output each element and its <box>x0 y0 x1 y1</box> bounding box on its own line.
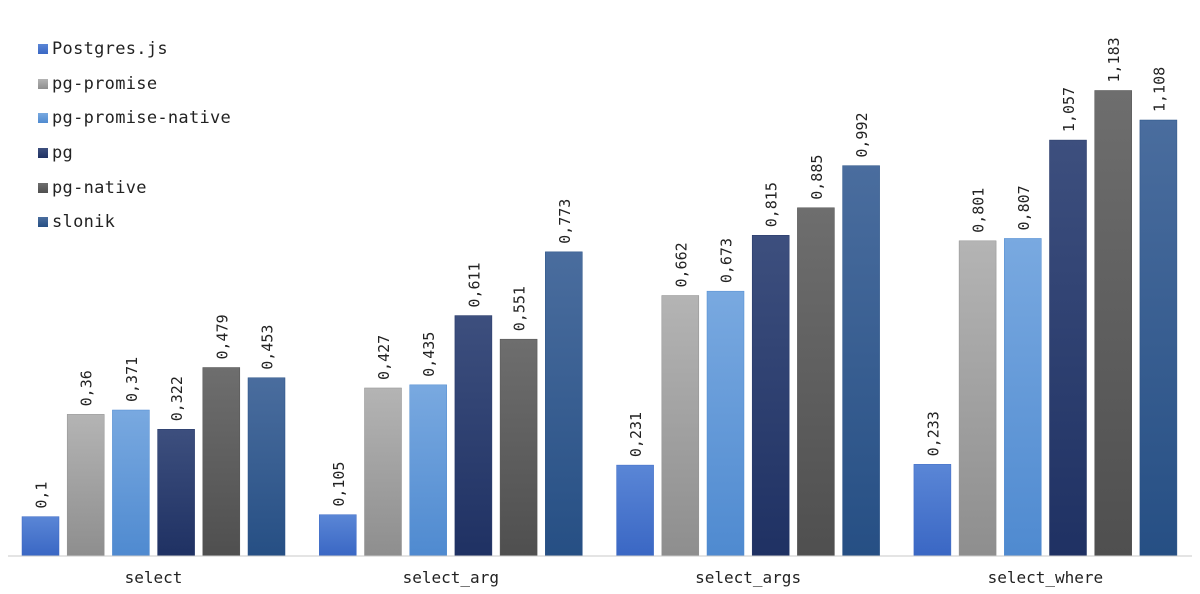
value-label: 0,371 <box>123 357 141 402</box>
value-labels-layer: 0,1 0,36 0,371 0,322 0,479 0,453 0,105 0,427 0,4… <box>33 37 1169 508</box>
bar-select_where-pg-promise-native <box>1004 238 1042 557</box>
bar-select_arg-pg-native <box>499 338 538 557</box>
value-label: 1,108 <box>1150 67 1168 112</box>
value-label: 0,611 <box>465 262 483 307</box>
bar-select_arg-pg-promise-native <box>409 384 447 557</box>
legend-item: slonik <box>38 205 231 240</box>
bar-select_args-pg-promise <box>661 295 700 557</box>
legend-item: pg-promise-native <box>38 101 231 136</box>
value-label: 0,435 <box>420 332 438 377</box>
legend-label: pg <box>52 143 74 164</box>
bar-select_args-pg-promise-native <box>706 290 745 557</box>
bar-select-pg-native <box>202 367 241 557</box>
value-label: 0,801 <box>970 188 988 233</box>
value-label: 0,807 <box>1015 185 1033 230</box>
value-label: 0,231 <box>627 412 645 457</box>
legend-swatch <box>38 113 48 124</box>
bar-select-slonik <box>247 377 286 557</box>
bar-select_arg-pg <box>454 315 493 557</box>
bar-select_args-slonik <box>842 165 880 557</box>
value-label: 0,815 <box>763 182 781 227</box>
bar-select_arg-slonik <box>545 251 583 557</box>
legend-swatch <box>38 217 48 228</box>
value-label: 0,662 <box>672 242 690 287</box>
bar-select_args-pg <box>751 235 790 557</box>
bar-select_where-pg-native <box>1094 90 1132 557</box>
category-label-select_args: select_args <box>695 568 801 587</box>
legend: Postgres.js pg-promise pg-promise-native pg… <box>38 32 231 240</box>
bar-select_where-slonik <box>1139 119 1178 557</box>
value-label: 0,885 <box>808 155 826 200</box>
legend-label: pg-native <box>52 177 147 198</box>
bar-select_args-Postgres.js <box>616 464 654 557</box>
value-label: 0,453 <box>259 325 277 370</box>
bar-select_where-pg-promise <box>958 240 997 557</box>
legend-item: pg-native <box>38 170 231 205</box>
legend-label: slonik <box>52 212 116 233</box>
bar-select_arg-Postgres.js <box>319 514 357 557</box>
bar-select_where-Postgres.js <box>913 464 952 557</box>
bar-select-pg <box>157 429 195 557</box>
value-label: 0,105 <box>330 462 348 507</box>
value-label: 1,057 <box>1060 87 1078 132</box>
bar-select-pg-promise-native <box>112 409 150 557</box>
value-label: 0,773 <box>556 199 574 244</box>
value-label: 0,992 <box>853 112 871 157</box>
bar-select_args-pg-native <box>797 207 835 557</box>
value-label: 1,183 <box>1105 37 1123 82</box>
legend-label: pg-promise <box>52 73 158 94</box>
bar-select-Postgres.js <box>21 516 60 557</box>
category-labels-layer: select select_arg select_args select_where <box>125 568 1104 587</box>
legend-item: Postgres.js <box>38 32 231 67</box>
legend-item: pg-promise <box>38 67 231 102</box>
legend-swatch <box>38 182 48 193</box>
value-label: 0,322 <box>168 376 186 421</box>
legend-label: pg-promise-native <box>52 108 232 129</box>
bar-select_where-pg <box>1049 139 1087 557</box>
value-label: 0,479 <box>213 314 231 359</box>
legend-swatch <box>38 148 48 159</box>
legend-item: pg <box>38 136 231 171</box>
category-label-select: select <box>125 568 183 587</box>
value-label: 0,673 <box>718 238 736 283</box>
value-label: 0,551 <box>511 286 529 331</box>
legend-swatch <box>38 78 48 89</box>
value-label: 0,1 <box>33 482 51 509</box>
legend-swatch <box>38 44 48 55</box>
category-label-select_where: select_where <box>988 568 1104 587</box>
legend-label: Postgres.js <box>52 39 168 60</box>
value-label: 0,427 <box>375 335 393 380</box>
category-label-select_arg: select_arg <box>403 568 499 587</box>
value-label: 0,36 <box>78 370 96 406</box>
value-label: 0,233 <box>924 411 942 456</box>
bar-select_arg-pg-promise <box>364 387 402 557</box>
bars-layer <box>21 90 1178 557</box>
bar-select-pg-promise <box>66 414 105 557</box>
